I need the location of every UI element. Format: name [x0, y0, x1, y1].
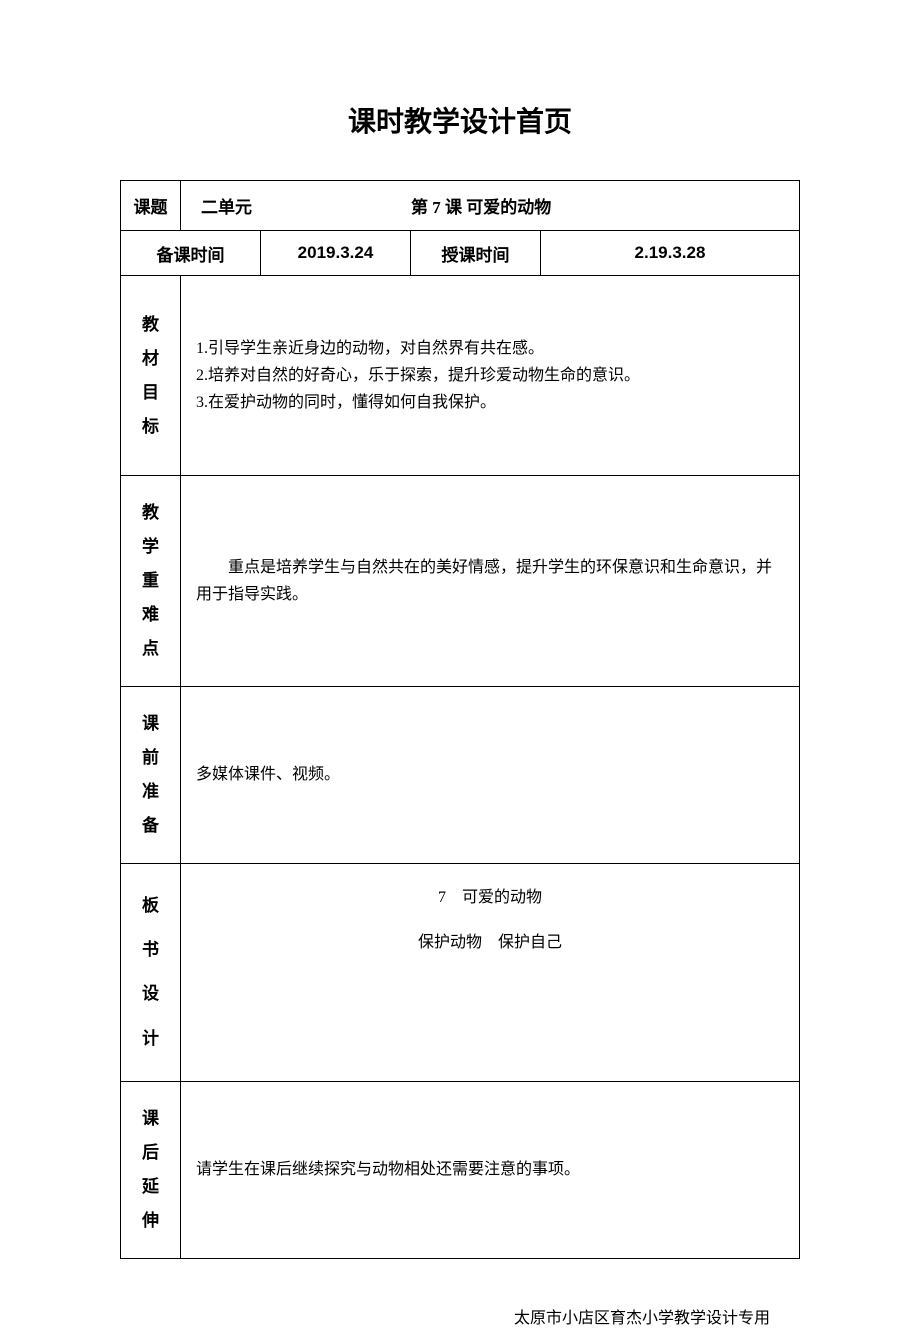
table-row: 备课时间 2019.3.24 授课时间 2.19.3.28: [121, 231, 800, 276]
goal-line: 1.引导学生亲近身边的动物，对自然界有共在感。: [196, 335, 784, 362]
goal-line: 3.在爱护动物的同时，懂得如何自我保护。: [196, 389, 784, 416]
board-content: 7 可爱的动物 保护动物 保护自己: [181, 864, 800, 1082]
page-title: 课时教学设计首页: [120, 100, 800, 140]
teach-time-value: 2.19.3.28: [541, 231, 800, 276]
teach-time-label: 授课时间: [411, 231, 541, 276]
topic-label: 课题: [121, 181, 181, 231]
label-char: 设: [126, 972, 175, 1016]
goals-content: 1.引导学生亲近身边的动物，对自然界有共在感。 2.培养对自然的好奇心，乐于探索…: [181, 276, 800, 476]
label-char: 学: [126, 530, 175, 564]
ext-content: 请学生在课后继续探究与动物相处还需要注意的事项。: [181, 1081, 800, 1258]
prep-label: 课 前 准 备: [121, 687, 181, 864]
focus-content: 重点是培养学生与自然共在的美好情感，提升学生的环保意识和生命意识，并用于指导实践…: [181, 476, 800, 687]
unit-text: 二单元: [201, 193, 407, 218]
label-char: 标: [126, 410, 175, 444]
label-char: 备: [126, 809, 175, 843]
label-char: 点: [126, 632, 175, 666]
lesson-plan-table: 课题 二单元 第 7 课 可爱的动物 备课时间 2019.3.24 授课时间 2…: [120, 180, 800, 1259]
footer-text: 太原市小店区育杰小学教学设计专用: [120, 1304, 800, 1328]
topic-content: 二单元 第 7 课 可爱的动物: [181, 181, 800, 231]
label-char: 课: [126, 1102, 175, 1136]
label-char: 材: [126, 342, 175, 376]
goals-label: 教 材 目 标: [121, 276, 181, 476]
board-label: 板 书 设 计: [121, 864, 181, 1082]
prep-time-label: 备课时间: [121, 231, 261, 276]
table-row: 教 学 重 难 点 重点是培养学生与自然共在的美好情感，提升学生的环保意识和生命…: [121, 476, 800, 687]
table-row: 课题 二单元 第 7 课 可爱的动物: [121, 181, 800, 231]
focus-label: 教 学 重 难 点: [121, 476, 181, 687]
label-char: 教: [126, 496, 175, 530]
table-row: 课 前 准 备 多媒体课件、视频。: [121, 687, 800, 864]
label-char: 重: [126, 564, 175, 598]
label-char: 延: [126, 1170, 175, 1204]
goal-line: 2.培养对自然的好奇心，乐于探索，提升珍爱动物生命的意识。: [196, 362, 784, 389]
label-char: 目: [126, 376, 175, 410]
board-line: 保护动物 保护自己: [196, 929, 784, 956]
label-char: 板: [126, 884, 175, 928]
lesson-text: 第 7 课 可爱的动物: [411, 198, 551, 217]
label-char: 伸: [126, 1204, 175, 1238]
label-char: 计: [126, 1017, 175, 1061]
prep-content: 多媒体课件、视频。: [181, 687, 800, 864]
label-char: 准: [126, 775, 175, 809]
table-row: 板 书 设 计 7 可爱的动物 保护动物 保护自己: [121, 864, 800, 1082]
table-row: 教 材 目 标 1.引导学生亲近身边的动物，对自然界有共在感。 2.培养对自然的…: [121, 276, 800, 476]
label-char: 难: [126, 598, 175, 632]
label-char: 课: [126, 707, 175, 741]
ext-label: 课 后 延 伸: [121, 1081, 181, 1258]
table-row: 课 后 延 伸 请学生在课后继续探究与动物相处还需要注意的事项。: [121, 1081, 800, 1258]
label-char: 前: [126, 741, 175, 775]
board-line: 7 可爱的动物: [196, 884, 784, 911]
prep-time-value: 2019.3.24: [261, 231, 411, 276]
focus-text: 重点是培养学生与自然共在的美好情感，提升学生的环保意识和生命意识，并用于指导实践…: [196, 554, 784, 608]
label-char: 后: [126, 1136, 175, 1170]
label-char: 教: [126, 308, 175, 342]
label-char: 书: [126, 928, 175, 972]
